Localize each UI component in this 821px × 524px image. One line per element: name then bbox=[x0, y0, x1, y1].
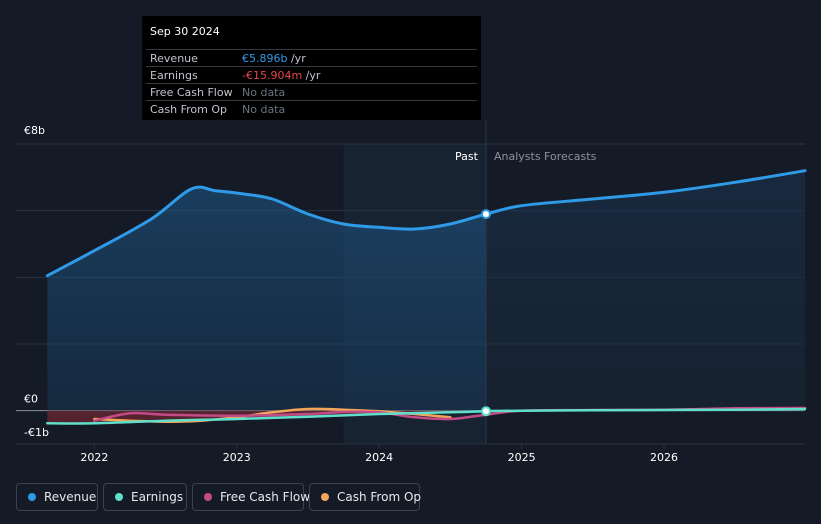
tooltip-label: Earnings bbox=[150, 69, 198, 82]
y-tick-label: €8b bbox=[24, 124, 45, 137]
tooltip-row-free-cash-flow: Free Cash Flow No data bbox=[146, 83, 477, 101]
revenue-dot-icon bbox=[28, 493, 36, 501]
x-tick-label: 2024 bbox=[365, 451, 393, 464]
past-label: Past bbox=[455, 150, 479, 163]
tooltip-value: No data bbox=[242, 86, 286, 99]
revenue-line bbox=[45, 169, 807, 278]
x-tick-label: 2026 bbox=[650, 451, 678, 464]
legend-label: Revenue bbox=[44, 490, 97, 504]
legend-item-cash-from-op[interactable]: Cash From Op bbox=[309, 483, 422, 511]
forecast-label: Analysts Forecasts bbox=[494, 150, 597, 163]
tooltip-value: No data bbox=[242, 103, 286, 116]
tooltip-label: Cash From Op bbox=[150, 103, 228, 116]
tooltip-date: Sep 30 2024 bbox=[150, 25, 220, 38]
cash-from-op-dot-icon bbox=[321, 493, 329, 501]
tooltip-unit: /yr bbox=[287, 52, 306, 65]
series-lines bbox=[45, 169, 807, 425]
tooltip-value: €5.896b bbox=[242, 52, 288, 65]
tooltip-unit: /yr bbox=[302, 69, 321, 82]
revenue-area-forecast bbox=[485, 170, 805, 411]
revenue-area-past bbox=[47, 187, 487, 411]
legend-item-earnings[interactable]: Earnings bbox=[103, 483, 187, 511]
tooltip-row-earnings: Earnings -€15.904m /yr bbox=[146, 66, 477, 84]
x-tick-label: 2022 bbox=[80, 451, 108, 464]
tooltip-label: Free Cash Flow bbox=[150, 86, 233, 99]
legend-item-revenue[interactable]: Revenue bbox=[16, 483, 98, 511]
earnings-dot-icon bbox=[115, 493, 123, 501]
tooltip: Sep 30 2024 Revenue €5.896b /yr Earnings… bbox=[142, 16, 481, 120]
axis-labels: €8b €0 -€1b 2022 2023 2024 2025 2026 bbox=[24, 124, 678, 464]
earnings-line bbox=[46, 407, 807, 425]
x-tick-label: 2025 bbox=[508, 451, 536, 464]
y-tick-label: €0 bbox=[24, 393, 38, 406]
legend-label: Earnings bbox=[131, 490, 184, 504]
tooltip-row-cash-from-op: Cash From Op No data bbox=[146, 100, 477, 118]
tooltip-label: Revenue bbox=[150, 52, 198, 65]
legend-label: Cash From Op bbox=[337, 490, 422, 504]
legend-item-free-cash-flow[interactable]: Free Cash Flow bbox=[192, 483, 310, 511]
y-tick-label: -€1b bbox=[24, 426, 49, 439]
earnings-marker[interactable] bbox=[480, 406, 491, 417]
tooltip-value: -€15.904m bbox=[242, 69, 303, 82]
legend-label: Free Cash Flow bbox=[220, 490, 311, 504]
free-cash-flow-dot-icon bbox=[204, 493, 212, 501]
tooltip-row-revenue: Revenue €5.896b /yr bbox=[146, 49, 477, 67]
revenue-marker[interactable] bbox=[480, 209, 491, 220]
x-tick-label: 2023 bbox=[223, 451, 251, 464]
